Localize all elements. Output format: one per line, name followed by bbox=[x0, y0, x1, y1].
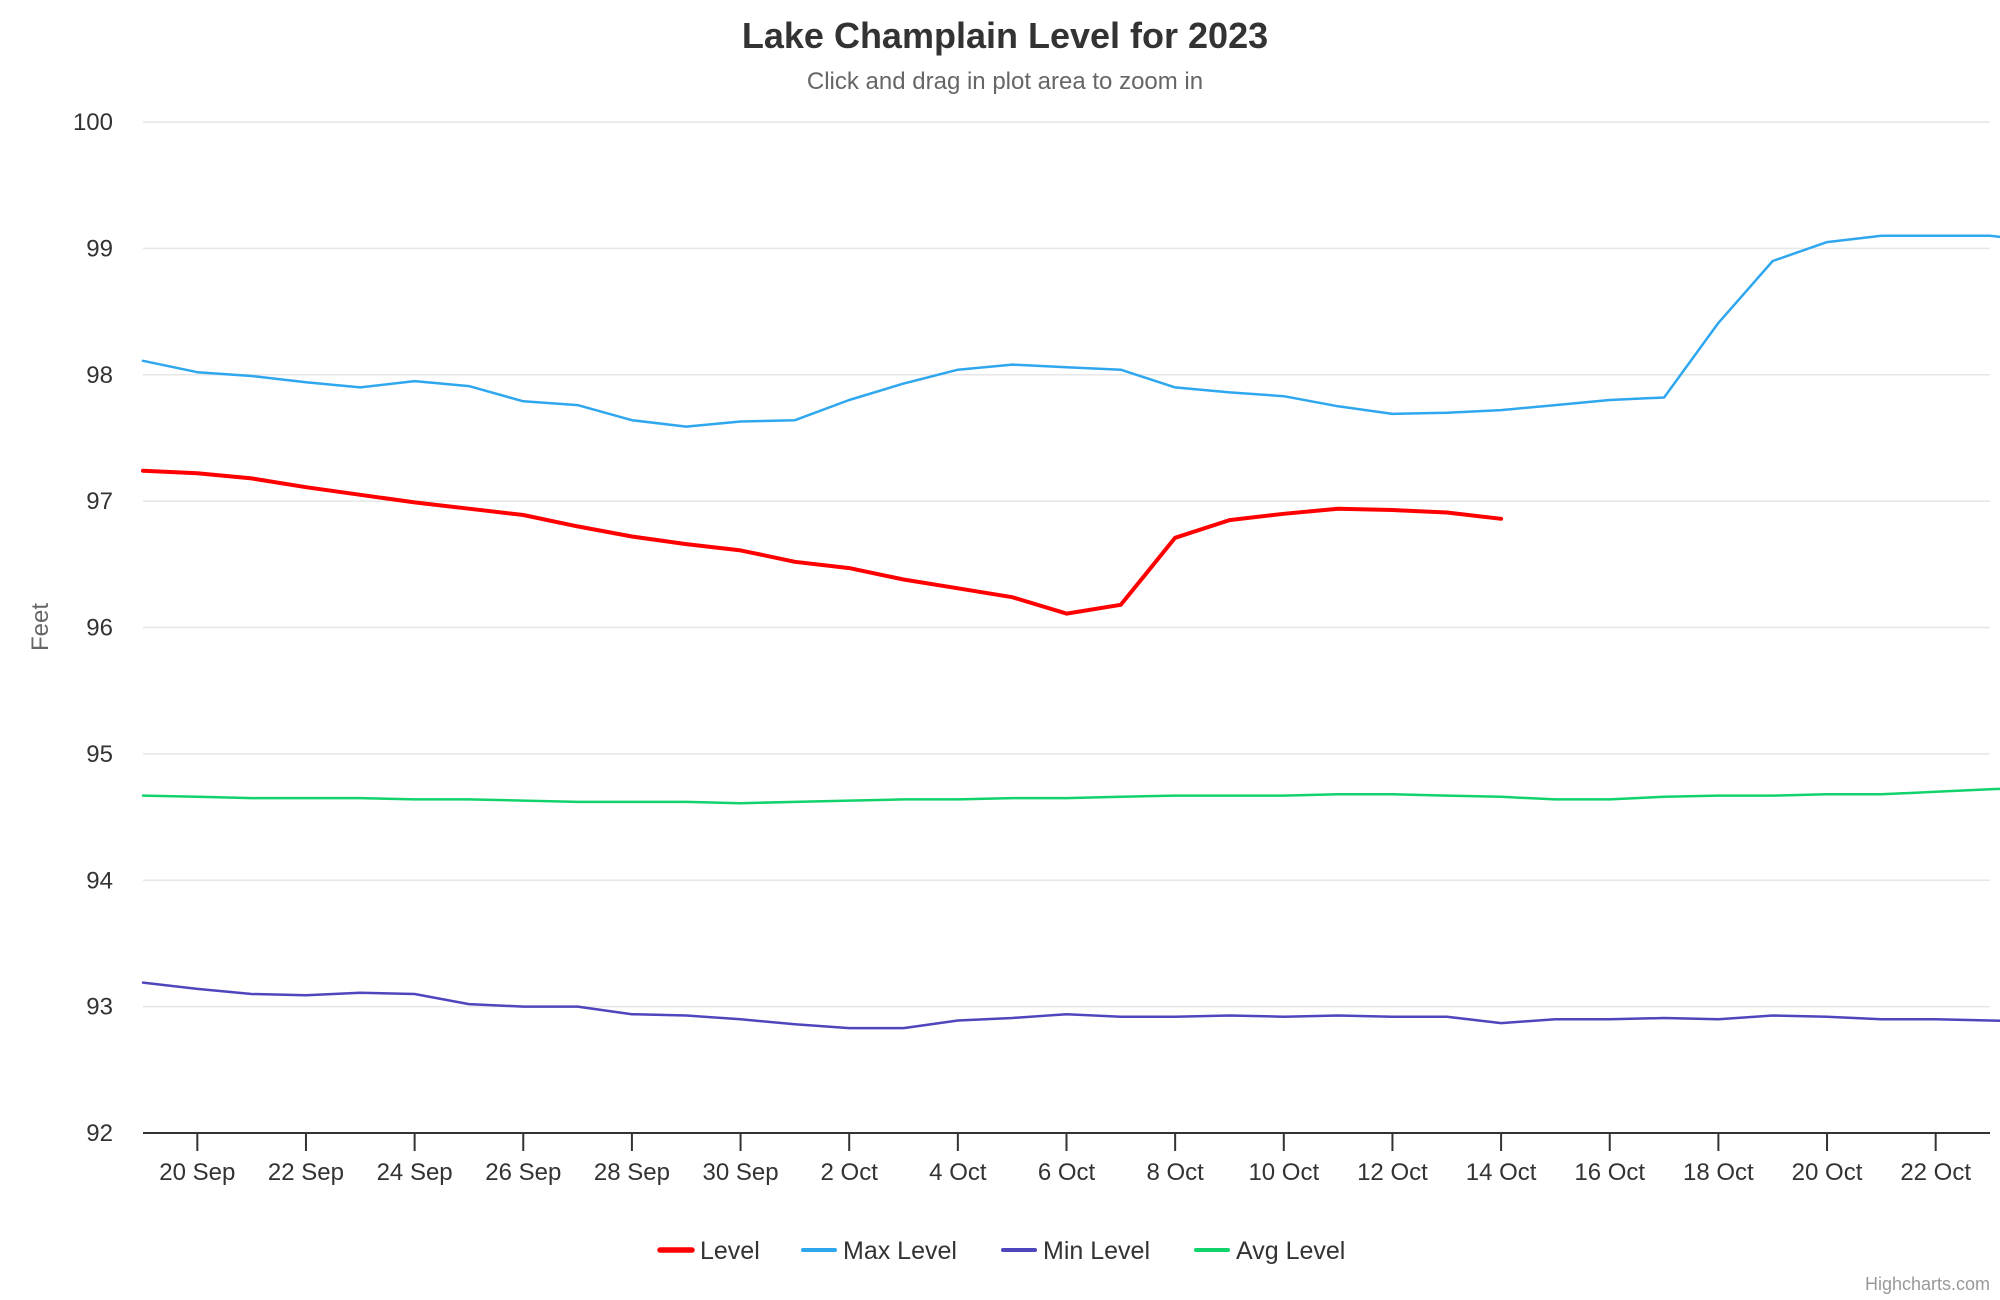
series-line-min-level[interactable] bbox=[141, 981, 2000, 1030]
x-tick-label: 20 Oct bbox=[1792, 1159, 1863, 1186]
series-line-avg-level[interactable] bbox=[141, 787, 2000, 805]
chart-subtitle: Click and drag in plot area to zoom in bbox=[807, 68, 1203, 95]
x-tick-label: 2 Oct bbox=[821, 1159, 879, 1186]
legend-item-max-level[interactable]: Max Level bbox=[801, 1237, 957, 1265]
x-tick-label: 6 Oct bbox=[1038, 1159, 1096, 1186]
x-tick-label: 28 Sep bbox=[594, 1159, 670, 1186]
x-tick-label: 26 Sep bbox=[485, 1159, 561, 1186]
y-tick-label: 94 bbox=[86, 867, 113, 894]
grid-lines bbox=[143, 121, 1990, 1008]
x-tick-label: 30 Sep bbox=[703, 1159, 779, 1186]
legend-item-avg-level[interactable]: Avg Level bbox=[1194, 1237, 1345, 1265]
x-axis: 20 Sep 22 Sep 24 Sep 26 Sep 28 Sep 30 Sep 2 Oc… bbox=[143, 1132, 1990, 1186]
y-tick-label: 95 bbox=[86, 741, 113, 768]
chart-title: Lake Champlain Level for 2023 bbox=[742, 15, 1268, 56]
y-axis-label: Feet bbox=[27, 603, 54, 651]
x-tick-label: 22 Oct bbox=[1900, 1159, 1971, 1186]
y-tick-label: 96 bbox=[86, 615, 113, 642]
credits-link[interactable]: Highcharts.com bbox=[1865, 1274, 1990, 1294]
x-tick-label: 10 Oct bbox=[1248, 1159, 1319, 1186]
legend-label: Avg Level bbox=[1236, 1237, 1345, 1265]
series-lines bbox=[141, 234, 2000, 1030]
y-tick-label: 100 bbox=[73, 109, 113, 136]
x-tick-label: 12 Oct bbox=[1357, 1159, 1428, 1186]
x-tick-label: 4 Oct bbox=[929, 1159, 987, 1186]
x-tick-label: 24 Sep bbox=[377, 1159, 453, 1186]
y-tick-label: 99 bbox=[86, 235, 113, 262]
x-tick-label: 16 Oct bbox=[1574, 1159, 1645, 1186]
legend-item-min-level[interactable]: Min Level bbox=[1001, 1237, 1150, 1265]
y-axis-ticks: 92 93 94 95 96 97 98 99 100 bbox=[73, 109, 113, 1147]
x-tick-label: 8 Oct bbox=[1146, 1159, 1204, 1186]
legend-label: Level bbox=[700, 1237, 760, 1265]
x-tick-label: 14 Oct bbox=[1466, 1159, 1537, 1186]
y-tick-label: 93 bbox=[86, 994, 113, 1021]
x-tick-label: 18 Oct bbox=[1683, 1159, 1754, 1186]
legend-item-level[interactable]: Level bbox=[657, 1237, 760, 1265]
y-tick-label: 97 bbox=[86, 488, 113, 515]
y-tick-label: 98 bbox=[86, 362, 113, 389]
legend-label: Max Level bbox=[843, 1237, 957, 1265]
x-tick-label: 22 Sep bbox=[268, 1159, 344, 1186]
legend[interactable]: Level Max Level Min Level Avg Level bbox=[657, 1237, 1345, 1265]
series-line-max-level[interactable] bbox=[141, 234, 2000, 428]
y-tick-label: 92 bbox=[86, 1120, 113, 1147]
legend-label: Min Level bbox=[1043, 1237, 1150, 1265]
x-tick-label: 20 Sep bbox=[159, 1159, 235, 1186]
series-line-level[interactable] bbox=[141, 468, 1504, 616]
